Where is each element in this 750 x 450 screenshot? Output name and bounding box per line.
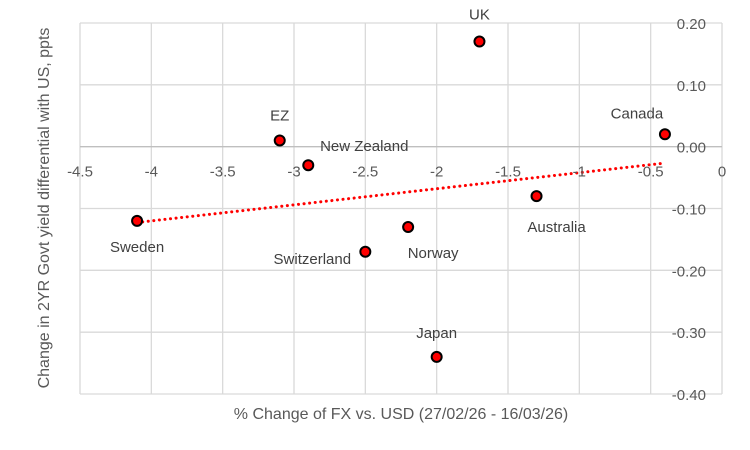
data-label: UK <box>469 7 490 24</box>
gridlines <box>79 22 723 395</box>
data-label: Norway <box>408 245 459 262</box>
data-label: Sweden <box>110 239 164 256</box>
x-tick-label: 0 <box>718 164 726 181</box>
trendline <box>135 161 667 225</box>
data-label: EZ <box>270 107 289 124</box>
data-label: New Zealand <box>320 138 408 155</box>
data-point-japan <box>430 350 443 363</box>
x-tick-label: -4.5 <box>67 164 93 181</box>
data-label: Japan <box>416 325 457 342</box>
y-tick-label: -0.40 <box>672 387 706 404</box>
x-tick-label: -2.5 <box>352 164 378 181</box>
data-point-new-zealand <box>302 159 315 172</box>
x-tick-label: -0.5 <box>638 164 664 181</box>
y-tick-label: -0.20 <box>672 263 706 280</box>
x-tick-label: -3.5 <box>210 164 236 181</box>
data-label: Canada <box>611 105 664 122</box>
data-point-switzerland <box>359 245 372 258</box>
y-axis-title: Change in 2YR Govt yield differential wi… <box>36 28 53 389</box>
data-point-norway <box>402 221 415 234</box>
x-tick-label: -3 <box>287 164 300 181</box>
trendline-group <box>135 161 667 225</box>
x-axis-title: % Change of FX vs. USD (27/02/26 - 16/03… <box>234 406 568 423</box>
x-tick-label: -1.5 <box>495 164 521 181</box>
data-point-australia <box>530 190 543 203</box>
y-tick-label: -0.30 <box>672 325 706 342</box>
x-tick-label: -1 <box>573 164 586 181</box>
data-points: UK Canada EZ New Zealand Sweden Australia Norw… <box>110 7 671 363</box>
data-label: Switzerland <box>274 251 352 268</box>
x-tick-label: -4 <box>145 164 158 181</box>
x-tick-label: -2 <box>430 164 443 181</box>
y-tick-label: 0.00 <box>677 140 706 157</box>
data-point-canada <box>658 128 671 141</box>
data-point-sweden <box>131 214 144 227</box>
y-tick-label: -0.10 <box>672 202 706 219</box>
y-tick-label: 0.20 <box>677 16 706 33</box>
tick-labels: -4.5 -4 -3.5 -3 -2.5 -2 -1.5 -1 -0.5 0 0.20 0.10 0.0… <box>67 16 726 404</box>
data-point-ez <box>273 134 286 147</box>
data-point-uk <box>473 35 486 48</box>
y-tick-label: 0.10 <box>677 78 706 95</box>
data-label: Australia <box>527 219 586 236</box>
